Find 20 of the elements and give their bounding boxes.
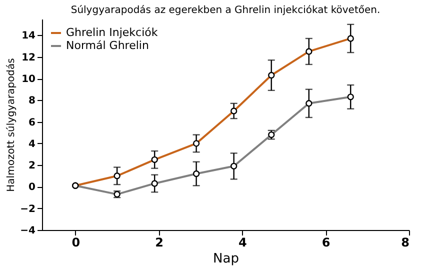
y-tick-label: 12	[22, 52, 36, 64]
x-tick-label: 2	[155, 236, 164, 250]
y-tick-label: 8	[28, 96, 36, 107]
y-tick-label: 0	[28, 182, 36, 194]
chart-title: Súlygyarapodás az egerekben a Ghrelin injekciókat követően.	[70, 5, 380, 16]
x-tick-label: 0	[72, 236, 80, 250]
x-tick-label: 6	[322, 236, 330, 250]
legend-label: Ghrelin Injekciók	[66, 26, 158, 39]
y-tick-label: −2	[20, 204, 36, 215]
legend-label: Normál Ghrelin	[66, 39, 149, 52]
y-tick-label: −4	[20, 226, 36, 236]
y-tick-label: 2	[28, 160, 36, 172]
y-tick-label: 6	[28, 117, 36, 128]
y-tick-label: 14	[22, 30, 36, 42]
y-tick-label: 4	[28, 138, 36, 150]
y-axis-title: Halmozott súlygyarapodás	[6, 58, 18, 192]
x-tick-label: 8	[401, 236, 410, 250]
y-tick-label: 10	[22, 74, 36, 86]
x-axis-title: Nap	[213, 252, 239, 266]
x-tick-label: 4	[238, 236, 247, 250]
